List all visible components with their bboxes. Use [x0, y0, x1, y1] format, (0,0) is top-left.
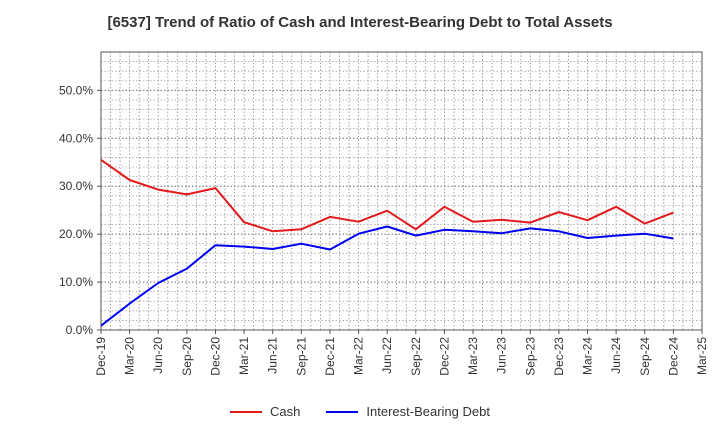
- tick-labels: 0.0% 10.0% 20.0% 30.0% 40.0% 50.0% Dec-19 Mar-2…: [59, 83, 709, 375]
- x-tick-label: Jun-23: [495, 337, 509, 374]
- y-tick-label: 0.0%: [66, 323, 94, 337]
- series-line-interest-bearing-debt: [100, 225, 674, 327]
- chart-title: [6537] Trend of Ratio of Cash and Intere…: [107, 14, 613, 31]
- x-tick-label: Mar-24: [581, 337, 595, 375]
- plot-frame: [100, 51, 703, 331]
- x-tick-label: Dec-23: [552, 337, 566, 376]
- x-tick-label: Mar-22: [352, 337, 366, 375]
- x-tick-label: Jun-21: [266, 337, 280, 374]
- y-tick-label: 50.0%: [59, 83, 93, 97]
- axes: [97, 51, 703, 334]
- x-tick-label: Mar-23: [466, 337, 480, 375]
- legend-item-cash: Cash: [230, 404, 300, 419]
- x-tick-label: Mar-25: [695, 337, 709, 375]
- x-tick-label: Dec-20: [208, 337, 222, 376]
- series-lines: [100, 158, 674, 327]
- x-tick-label: Jun-24: [609, 337, 623, 374]
- legend-label-cash: Cash: [270, 404, 301, 419]
- x-tick-label: Mar-20: [123, 337, 137, 375]
- legend-swatch-cash: [230, 410, 263, 413]
- x-tick-label: Dec-21: [323, 337, 337, 376]
- y-tick-label: 20.0%: [59, 227, 93, 241]
- x-tick-label: Mar-21: [237, 337, 251, 375]
- x-tick-label: Sep-23: [523, 337, 537, 376]
- x-tick-label: Jun-22: [380, 337, 394, 374]
- x-tick-label: Jun-20: [151, 337, 165, 374]
- gridlines: [101, 51, 703, 330]
- x-tick-label: Dec-24: [666, 337, 680, 376]
- y-tick-label: 10.0%: [59, 275, 93, 289]
- series-line-cash: [100, 158, 674, 233]
- legend: Cash Interest-Bearing Debt: [0, 404, 720, 419]
- x-tick-label: Dec-19: [94, 337, 108, 376]
- x-tick-label: Sep-20: [180, 337, 194, 376]
- legend-swatch-interest-bearing-debt: [326, 410, 359, 413]
- x-tick-label: Dec-22: [437, 337, 451, 376]
- y-tick-label: 30.0%: [59, 179, 93, 193]
- x-tick-label: Sep-21: [294, 337, 308, 376]
- x-tick-label: Sep-22: [409, 337, 423, 376]
- x-tick-label: Sep-24: [638, 337, 652, 376]
- y-tick-label: 40.0%: [59, 131, 93, 145]
- legend-label-interest-bearing-debt: Interest-Bearing Debt: [366, 404, 490, 419]
- legend-item-interest-bearing-debt: Interest-Bearing Debt: [326, 404, 490, 419]
